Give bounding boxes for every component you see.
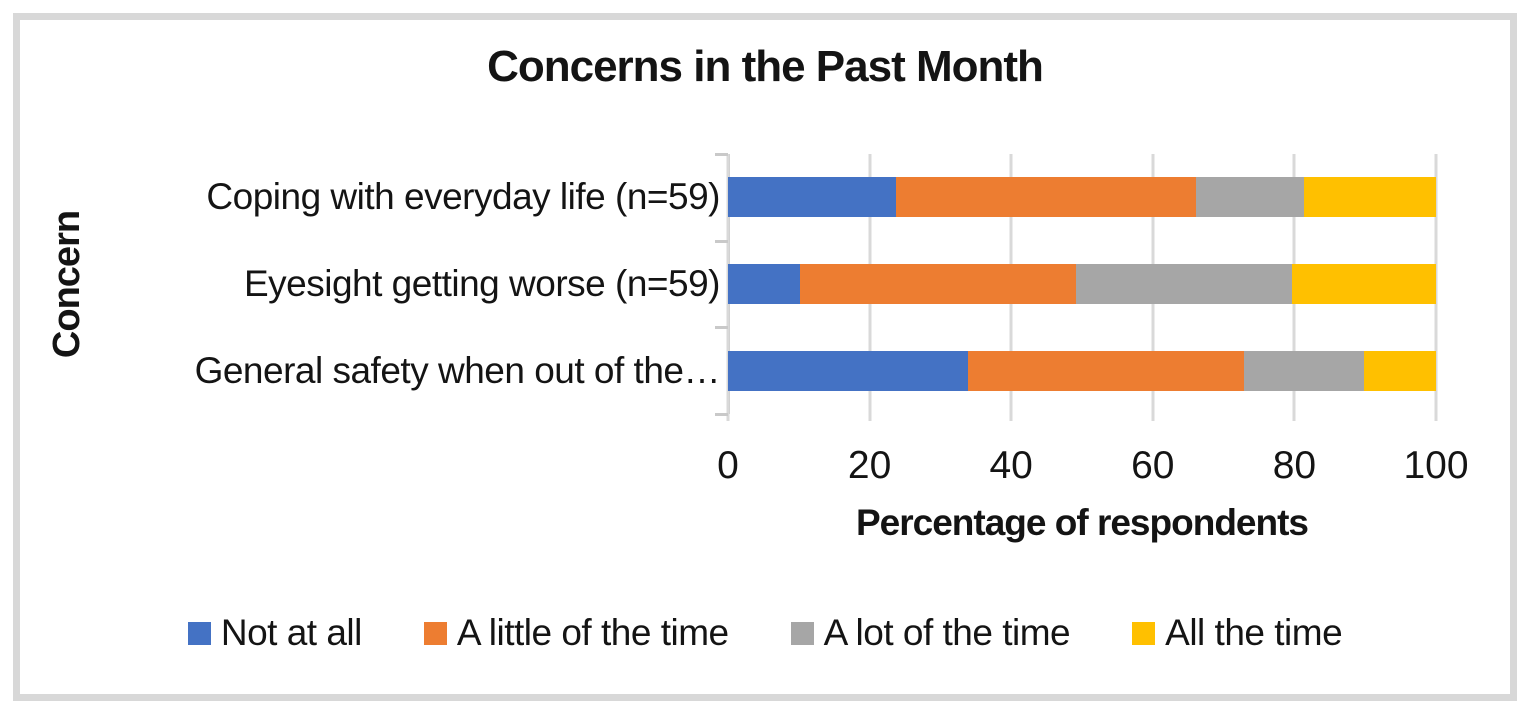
legend-label: A little of the time xyxy=(456,612,729,653)
gridline xyxy=(1434,154,1438,421)
bar-row xyxy=(728,241,1436,328)
category-label: General safety when out of the… xyxy=(194,349,721,391)
bar-row xyxy=(728,327,1436,414)
bar-segment[interactable] xyxy=(1244,350,1364,391)
bar-segment[interactable] xyxy=(968,350,1245,391)
bar-segment[interactable] xyxy=(895,177,1196,218)
chart-title: Concerns in the Past Month xyxy=(487,42,1044,91)
legend-item[interactable]: All the time xyxy=(1132,612,1343,654)
bar-segment[interactable] xyxy=(728,350,968,391)
x-axis-tick-label: 0 xyxy=(717,444,739,487)
x-axis-title: Percentage of respondents xyxy=(855,502,1309,543)
category-label: Eyesight getting worse (n=59) xyxy=(243,263,721,304)
legend-swatch xyxy=(1132,621,1156,645)
legend-label: Not at all xyxy=(220,612,363,653)
plot-area xyxy=(715,153,1438,421)
legend-item[interactable]: Not at all xyxy=(187,612,363,654)
x-axis-tick-label: 60 xyxy=(1131,444,1175,487)
x-axis-tick-labels: 0 20 40 60 80 100 xyxy=(717,444,1468,490)
stacked-bar xyxy=(728,350,1436,391)
x-axis-tick-label: 40 xyxy=(989,444,1033,487)
x-axis-tick-label: 100 xyxy=(1403,444,1469,487)
legend-label: A lot of the time xyxy=(823,612,1071,653)
legend-swatch xyxy=(423,621,447,645)
bars-container xyxy=(728,154,1436,414)
legend-swatch xyxy=(790,621,814,645)
legend-item[interactable]: A little of the time xyxy=(423,612,729,654)
bar-segment[interactable] xyxy=(1363,350,1436,391)
bar-segment[interactable] xyxy=(1304,177,1436,218)
category-axis-tick xyxy=(715,326,728,330)
bar-segment[interactable] xyxy=(728,177,896,218)
bar-segment[interactable] xyxy=(1195,177,1305,218)
category-label: Coping with everyday life (n=59) xyxy=(206,176,720,218)
category-axis-labels: Coping with everyday life (n=59) Eyesight… xyxy=(100,154,728,414)
stacked-bar xyxy=(728,264,1436,304)
category-axis-tick xyxy=(715,413,728,416)
bar-segment[interactable] xyxy=(800,264,1077,304)
legend-label: All the time xyxy=(1165,612,1343,653)
category-axis-tick xyxy=(715,239,728,243)
legend-item[interactable]: A lot of the time xyxy=(790,612,1071,654)
y-axis-title: Concern xyxy=(46,210,89,358)
chart-frame: Concerns in the Past Month Concern Copin… xyxy=(13,13,1517,701)
bar-row xyxy=(728,154,1436,241)
stacked-bar xyxy=(728,177,1436,218)
category-axis-tick xyxy=(715,153,728,156)
bar-segment[interactable] xyxy=(1076,264,1293,304)
x-axis-tick-label: 20 xyxy=(847,444,892,487)
legend-swatch xyxy=(187,621,211,645)
legend: Not at all A little of the time A lot of t… xyxy=(20,612,1510,654)
x-axis-tick-label: 80 xyxy=(1272,444,1317,487)
bar-segment[interactable] xyxy=(728,264,801,304)
bar-segment[interactable] xyxy=(1292,264,1436,304)
